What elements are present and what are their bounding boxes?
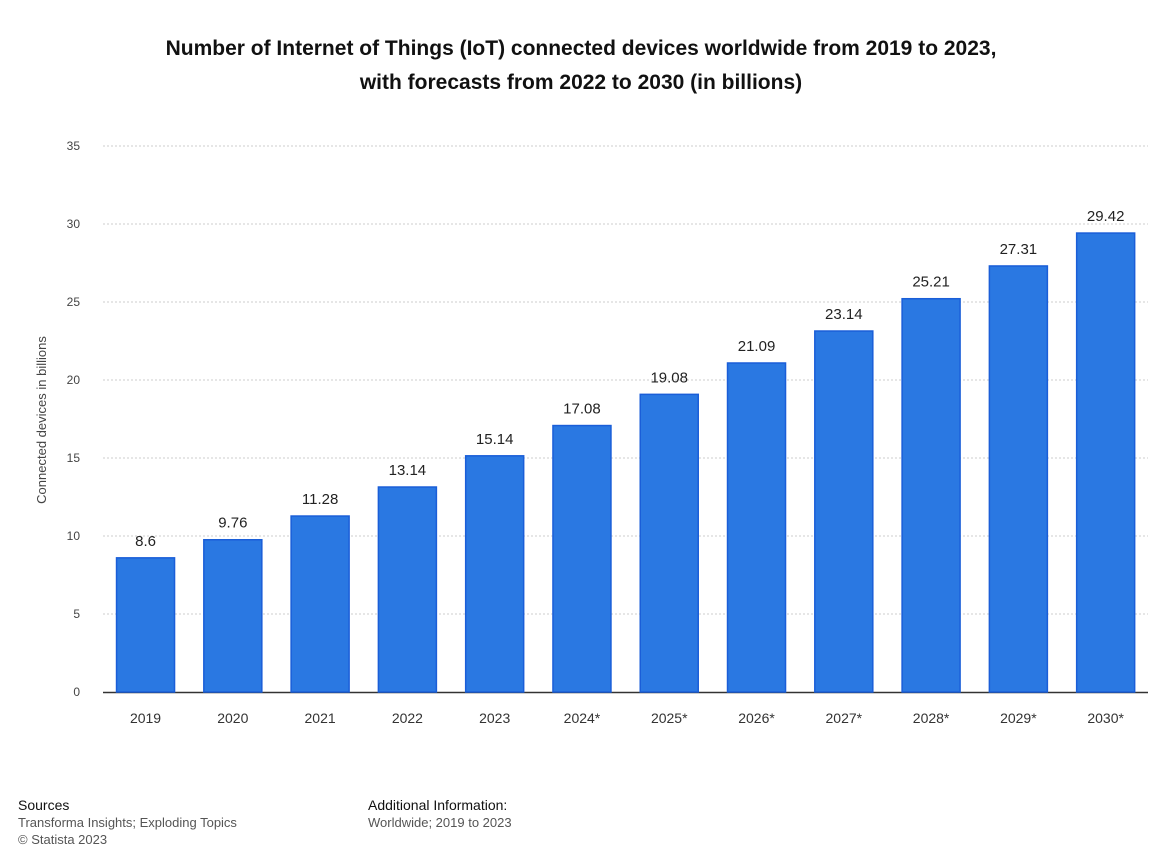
sources-text: Transforma Insights; Exploding Topics <box>18 815 237 830</box>
data-label: 17.08 <box>563 401 601 418</box>
x-tick-label: 2021 <box>305 710 336 726</box>
data-label: 21.09 <box>738 338 776 355</box>
data-label: 19.08 <box>650 369 688 386</box>
x-tick-label: 2030* <box>1087 710 1124 726</box>
y-tick-label: 30 <box>67 217 81 231</box>
data-label: 11.28 <box>302 491 338 508</box>
y-tick-label: 15 <box>67 451 81 465</box>
bar-2020 <box>203 538 263 693</box>
y-axis-label: Connected devices in billions <box>34 336 49 504</box>
additional-info-block: Additional Information: Worldwide; 2019 … <box>368 797 512 831</box>
y-tick-label: 10 <box>67 529 81 543</box>
data-label: 23.14 <box>825 306 863 323</box>
bar-2027* <box>814 330 874 693</box>
bar-2019 <box>115 557 176 693</box>
additional-info-heading: Additional Information: <box>368 797 508 813</box>
sources-heading: Sources <box>18 797 70 813</box>
y-tick-label: 35 <box>67 139 81 153</box>
chart-title-line-1: Number of Internet of Things (IoT) conne… <box>165 37 997 60</box>
data-label: 25.21 <box>912 274 950 291</box>
y-tick-label: 20 <box>67 373 81 387</box>
x-tick-label: 2024* <box>564 710 601 726</box>
data-label: 15.14 <box>476 431 514 448</box>
y-tick-label: 25 <box>67 295 81 309</box>
x-tick-label: 2028* <box>913 710 950 726</box>
y-tick-label: 5 <box>73 607 80 621</box>
sources-block: Sources Transforma Insights; Exploding T… <box>18 797 237 848</box>
bar-2028* <box>901 297 961 693</box>
copyright: © Statista 2023 <box>18 832 108 847</box>
bar-2025* <box>639 393 699 693</box>
x-tick-label: 2020 <box>217 710 248 726</box>
bar-2021 <box>290 515 350 693</box>
x-tick-label: 2025* <box>651 710 688 726</box>
data-label: 9.76 <box>218 515 247 532</box>
x-tick-label: 2029* <box>1000 710 1037 726</box>
x-tick-label: 2026* <box>738 710 775 726</box>
bar-2029* <box>988 265 1049 693</box>
bar-2023 <box>464 455 525 693</box>
chart-title: Number of Internet of Things (IoT) conne… <box>0 32 1162 100</box>
bar-2030* <box>1075 232 1136 693</box>
x-tick-label: 2019 <box>130 710 161 726</box>
bar-2024* <box>552 424 612 693</box>
x-tick-label: 2022 <box>392 710 423 726</box>
data-label: 29.42 <box>1087 208 1125 225</box>
bar-chart: 0 5 10 15 20 25 30 35 8.6 2019 9.76 2020 11.28 2021 1… <box>34 139 1148 726</box>
x-tick-label: 2023 <box>479 710 510 726</box>
bar-2022 <box>377 486 438 693</box>
data-label: 27.31 <box>1000 241 1038 258</box>
data-label: 13.14 <box>389 462 427 479</box>
y-tick-label: 0 <box>73 685 80 699</box>
data-label: 8.6 <box>135 533 156 550</box>
additional-info-text: Worldwide; 2019 to 2023 <box>368 815 512 830</box>
bar-2026* <box>726 362 787 693</box>
x-tick-label: 2027* <box>826 710 863 726</box>
chart-title-line-2: with forecasts from 2022 to 2030 (in bil… <box>359 71 803 94</box>
